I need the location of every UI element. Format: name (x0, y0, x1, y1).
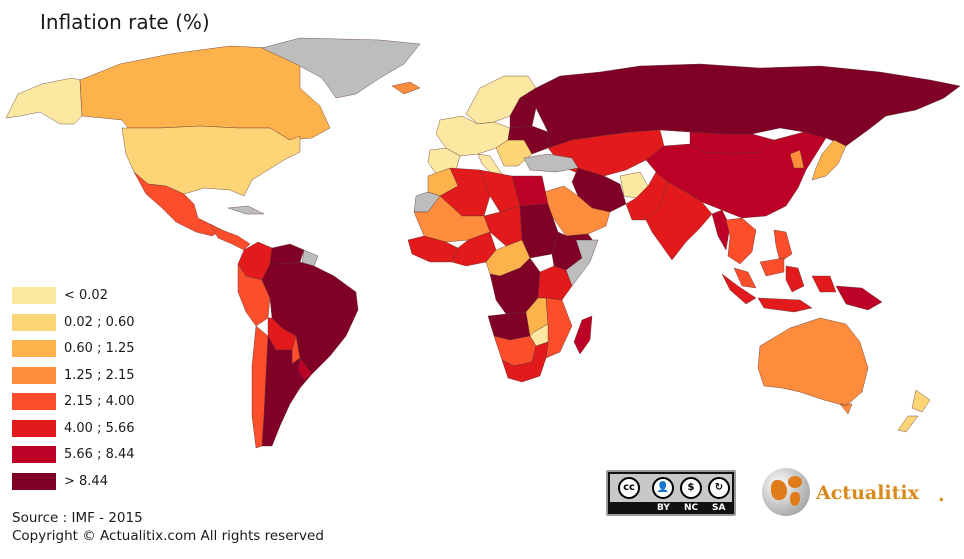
region-cuba: Cuba (227, 205, 265, 215)
sharealike-icon: ↻ (708, 477, 730, 499)
copyright-text: Copyright © Actualitix.com All rights re… (12, 528, 324, 544)
legend-label: 2.15 ; 4.00 (64, 394, 135, 409)
legend-swatch (12, 472, 56, 490)
legend-item: > 8.44 (12, 472, 135, 500)
region-philippines: Philippines (773, 229, 793, 263)
region-greenland: Greenland (261, 37, 421, 99)
region-central-america: Central America (209, 223, 251, 251)
region-south-africa: South Africa (501, 341, 549, 383)
legend-label: < 0.02 (64, 288, 108, 303)
cc-term-sa: SA (712, 503, 726, 513)
legend-swatch (12, 419, 56, 437)
region-southeast-asia: Southeast Asia (725, 217, 757, 265)
region-uruguay: Uruguay (297, 357, 313, 381)
region-madagascar: Madagascar (573, 315, 593, 355)
brand-logo[interactable]: Actualitix . (760, 462, 960, 522)
legend-label: 4.00 ; 5.66 (64, 420, 135, 436)
legend-item: 0.02 ; 0.60 (12, 313, 135, 341)
noncommercial-icon: $ (680, 477, 702, 499)
map-title: Inflation rate (%) (40, 10, 210, 34)
legend-swatch (12, 446, 56, 463)
legend-swatch (12, 393, 56, 410)
attribution-icon: 👤 (652, 477, 674, 499)
legend-label: 0.60 ; 1.25 (64, 341, 135, 356)
legend-label: 0.02 ; 0.60 (64, 314, 135, 330)
region-alaska: Alaska (5, 77, 83, 125)
legend-swatch (12, 313, 56, 331)
region-ukraine: Ukraine (507, 125, 549, 155)
legend-swatch (12, 340, 56, 357)
cc-term-by: BY (657, 503, 670, 513)
region-myanmar: Myanmar (711, 209, 731, 251)
cc-license-badge[interactable]: cc 👤 $ ↻ BY NC SA (606, 470, 736, 516)
world-map: Alaska Canada Greenland United States Me… (5, 37, 961, 449)
legend-item: < 0.02 (12, 287, 135, 314)
legend-swatch (12, 287, 56, 304)
region-tanzania-mozambique: Tanzania and Mozambique (545, 297, 573, 359)
region-namibia-botswana: Namibia and Botswana (493, 335, 537, 367)
region-india: India (645, 181, 713, 261)
region-papua-new-guinea: Papua New Guinea (835, 285, 883, 311)
cc-term-nc: NC (684, 503, 699, 513)
legend-label: > 8.44 (64, 473, 108, 489)
region-indonesia: Indonesia (721, 265, 837, 313)
legend-label: 1.25 ; 2.15 (64, 367, 135, 383)
legend-item: 2.15 ; 4.00 (12, 393, 135, 420)
brand-dot: . (938, 484, 945, 506)
region-belarus: Belarus (509, 97, 537, 129)
region-venezuela: Venezuela (269, 243, 305, 265)
region-iceland: Iceland (391, 81, 421, 95)
region-angola: Angola (487, 311, 531, 341)
legend: < 0.02 0.02 ; 0.60 0.60 ; 1.25 1.25 ; 2.… (12, 287, 135, 499)
brand-name: Actualitix (816, 482, 919, 504)
legend-item: 5.66 ; 8.44 (12, 446, 135, 473)
region-korea: China (789, 149, 805, 169)
region-japan: Japan (811, 139, 847, 181)
legend-item: 0.60 ; 1.25 (12, 340, 135, 367)
region-australia: Australia (757, 317, 869, 415)
legend-swatch (12, 366, 56, 384)
region-malaysia: Malaysia (733, 257, 785, 289)
source-text: Source : IMF - 2015 (12, 510, 143, 526)
legend-item: 4.00 ; 5.66 (12, 419, 135, 447)
globe-icon (762, 468, 810, 516)
legend-item: 1.25 ; 2.15 (12, 366, 135, 394)
legend-label: 5.66 ; 8.44 (64, 447, 135, 462)
region-new-zealand: New Zealand (897, 389, 931, 433)
cc-icon: cc (618, 477, 640, 499)
source-note: Source : IMF - 2015 Copyright © Actualit… (12, 509, 324, 545)
